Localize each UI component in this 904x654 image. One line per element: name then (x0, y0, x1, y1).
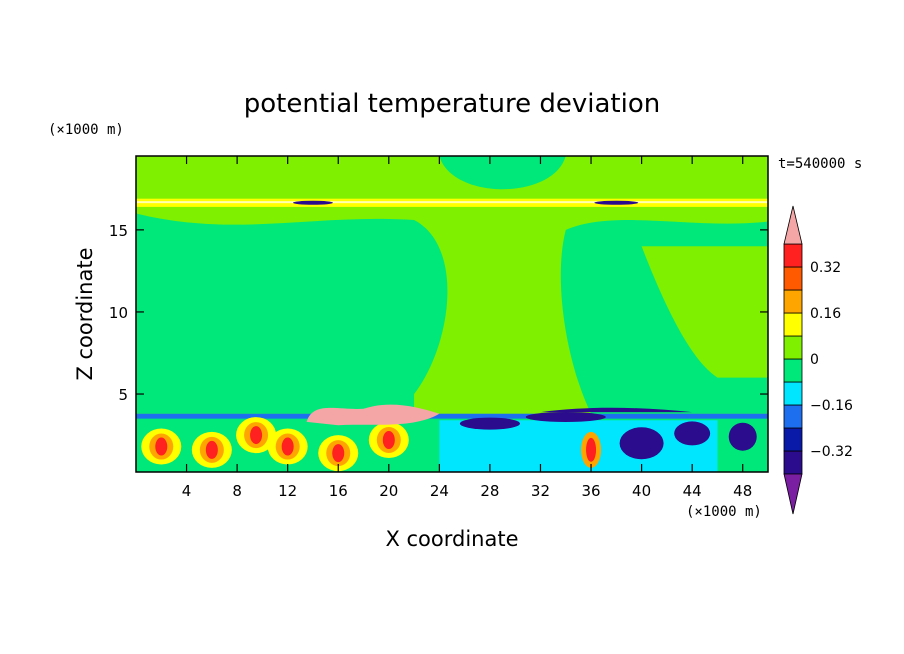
x-tick-label: 40 (632, 482, 651, 500)
plot-frame (135, 155, 769, 473)
warm-cell-core (382, 430, 395, 449)
colorbar-bin (783, 312, 803, 337)
cold-cell (525, 412, 606, 423)
region-inversion-edge (136, 413, 768, 422)
colorbar-bin (783, 404, 803, 429)
cold-cell (728, 422, 757, 451)
warm-cell-core (155, 437, 168, 456)
cold-cell (674, 421, 711, 446)
colorbar-bin (783, 335, 803, 360)
warm-cell-core (205, 440, 218, 459)
colorbar-tick-label: 0.32 (810, 260, 841, 276)
x-scale-label: (×1000 m) (686, 504, 762, 520)
x-axis: 4 8 12 16 20 24 28 32 36 40 44 48 (182, 156, 752, 500)
cold-cell (459, 417, 520, 430)
colorbar-bin (783, 289, 803, 314)
colorbar-high-arrow (783, 205, 803, 245)
x-tick-label: 4 (182, 482, 192, 500)
colorbar-bin (783, 358, 803, 383)
x-tick-label: 24 (430, 482, 449, 500)
x-tick-label: 44 (683, 482, 702, 500)
tropopause-cold-spot (594, 200, 639, 205)
x-tick-label: 48 (733, 482, 752, 500)
colorbar-bin (783, 427, 803, 452)
x-tick-label: 28 (480, 482, 499, 500)
warm-cell-core (586, 437, 597, 462)
x-tick-label: 16 (329, 482, 348, 500)
x-tick-label: 8 (232, 482, 242, 500)
colorbar-bin (783, 381, 803, 406)
colorbar-tick-label: −0.16 (810, 398, 853, 414)
colorbar-bin (783, 450, 803, 475)
warm-cell-core (281, 437, 294, 456)
colorbar-low-arrow (783, 473, 803, 515)
time-label: t=540000 s (778, 156, 862, 172)
colorbar-tick-label: 0.16 (810, 306, 841, 322)
y-axis: 5 10 15 (109, 222, 768, 404)
y-axis-label: Z coordinate (73, 247, 97, 380)
region-mid-layer (136, 213, 768, 414)
region-peak-warm (306, 404, 440, 426)
warm-cell-core (250, 426, 263, 445)
region-top-cell (439, 156, 566, 190)
x-tick-label: 32 (531, 482, 550, 500)
colorbar-bin (783, 243, 803, 268)
cold-cap (540, 407, 693, 413)
x-tick-label: 20 (379, 482, 398, 500)
region-upper-pocket (641, 246, 768, 378)
colorbar-tick-label: −0.32 (810, 444, 853, 460)
tropopause-cold-spot (292, 200, 333, 205)
warm-cell-core (332, 444, 345, 463)
y-tick-label: 5 (118, 386, 128, 404)
contour-field (136, 156, 768, 472)
cold-cell (619, 427, 664, 460)
x-tick-label: 12 (278, 482, 297, 500)
colorbar: 0.32 0.16 0 −0.16 −0.32 (783, 205, 853, 515)
x-axis-label: X coordinate (385, 527, 518, 551)
tropopause-highlight (136, 201, 768, 204)
colorbar-bin (783, 266, 803, 291)
chart-title: potential temperature deviation (244, 89, 660, 119)
y-tick-label: 10 (109, 304, 128, 322)
colorbar-tick-label: 0 (810, 352, 819, 368)
x-tick-label: 36 (581, 482, 600, 500)
y-scale-label: (×1000 m) (48, 122, 124, 138)
y-tick-label: 15 (109, 222, 128, 240)
